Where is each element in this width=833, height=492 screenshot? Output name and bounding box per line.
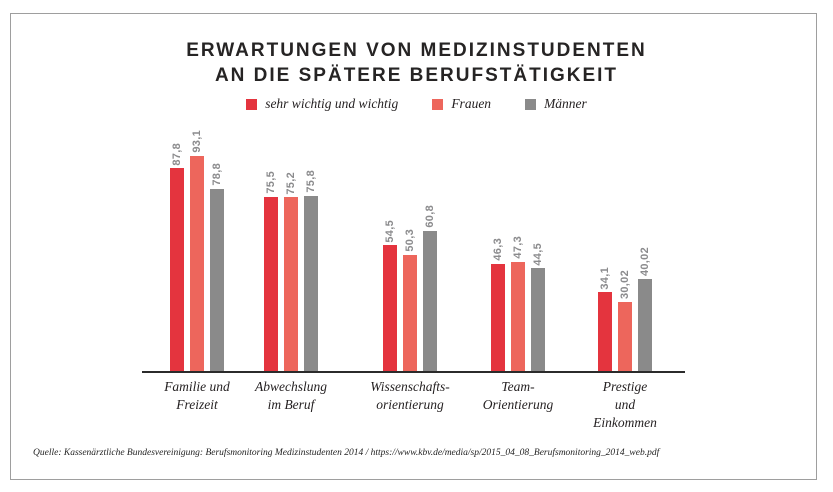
bar-value-label: 47,3 — [512, 236, 524, 259]
bar — [598, 292, 612, 371]
category-label: Prestige und Einkommen — [593, 379, 657, 430]
bar-group: 87,8 93,1 78,8 — [170, 130, 224, 371]
bar-column: 75,2 — [284, 172, 298, 371]
bar-column: 78,8 — [210, 163, 224, 371]
legend-label: Frauen — [451, 96, 492, 111]
chart-legend: sehr wichtig und wichtig Frauen Männer — [0, 96, 833, 112]
bar-value-label: 44,5 — [532, 242, 544, 266]
legend-label: Männer — [544, 96, 587, 111]
category-label: Wissenschafts- orientierung — [370, 379, 450, 412]
bar — [491, 264, 505, 371]
bar-value-label: 34,1 — [599, 266, 611, 290]
legend-item-sehr-wichtig: sehr wichtig und wichtig — [246, 96, 398, 112]
bar-value-label: 93,1 — [191, 130, 203, 153]
bar-value-label: 50,3 — [404, 229, 416, 252]
legend-label: sehr wichtig und wichtig — [265, 96, 399, 111]
bar-column: 34,1 — [598, 267, 612, 371]
legend-swatch-gray — [525, 98, 537, 110]
bar-value-label: 87,8 — [171, 142, 183, 166]
category-label: Abwechslung im Beruf — [255, 379, 327, 412]
bar-value-label: 40,02 — [639, 246, 651, 276]
bar-value-label: 75,8 — [305, 170, 317, 193]
bar — [531, 268, 545, 371]
bar — [190, 155, 204, 371]
bar — [403, 254, 417, 371]
bar-group: 54,5 50,3 60,8 — [383, 205, 437, 371]
bar-value-label: 78,8 — [211, 163, 223, 186]
bar — [264, 196, 278, 371]
bar-column: 75,8 — [304, 170, 318, 371]
bar-column: 30,02 — [618, 270, 632, 371]
chart-title-line2: AN DIE SPÄTERE BERUFSTÄTIGKEIT — [214, 65, 619, 86]
bar-column: 75,5 — [264, 171, 278, 371]
bar-group: 75,5 75,2 75,8 — [264, 170, 318, 371]
bar-value-label: 30,02 — [619, 269, 631, 299]
chart-title: ERWARTUNGEN VON MEDIZINSTUDENTEN AN DIE … — [0, 38, 833, 88]
chart-title-line1: ERWARTUNGEN VON MEDIZINSTUDENTEN — [186, 40, 647, 61]
bar-group: 34,1 30,02 40,02 — [598, 247, 652, 371]
bar-column: 44,5 — [531, 243, 545, 371]
bar-column: 50,3 — [403, 229, 417, 371]
bar — [423, 230, 437, 371]
bar-column: 40,02 — [638, 247, 652, 371]
bar-column: 87,8 — [170, 143, 184, 371]
bar — [284, 197, 298, 371]
bar-value-label: 60,8 — [424, 205, 436, 228]
legend-swatch-red — [246, 98, 258, 110]
bar-column: 46,3 — [491, 238, 505, 371]
bar — [210, 189, 224, 371]
bar-value-label: 75,5 — [265, 171, 277, 194]
bar-column: 54,5 — [383, 219, 397, 371]
bar — [383, 245, 397, 371]
bar-group: 46,3 47,3 44,5 — [491, 236, 545, 371]
plot-area: 87,8 93,1 78,8 75,5 75,2 75,8 54,5 50,3 60,8 46,3… — [142, 120, 685, 373]
bar — [511, 261, 525, 371]
bar — [638, 278, 652, 371]
category-label: Team- Orientierung — [482, 379, 554, 412]
bar — [170, 168, 184, 371]
bar — [618, 301, 632, 371]
page-border-frame — [10, 13, 817, 480]
legend-swatch-salmon — [432, 98, 444, 110]
legend-item-maenner: Männer — [525, 96, 587, 112]
legend-item-frauen: Frauen — [432, 96, 491, 112]
bar-column: 60,8 — [423, 205, 437, 371]
bar — [304, 195, 318, 371]
bar-value-label: 54,5 — [384, 219, 396, 243]
category-labels: Familie und Freizeit Abwechslung im Beruf… — [142, 378, 685, 430]
source-citation: Quelle: Kassenärztliche Bundesvereinigun… — [33, 448, 660, 458]
bar-value-label: 46,3 — [492, 238, 504, 261]
bar-column: 47,3 — [511, 236, 525, 371]
bar-column: 93,1 — [190, 130, 204, 371]
category-label: Familie und Freizeit — [164, 379, 230, 412]
bar-value-label: 75,2 — [285, 171, 297, 195]
